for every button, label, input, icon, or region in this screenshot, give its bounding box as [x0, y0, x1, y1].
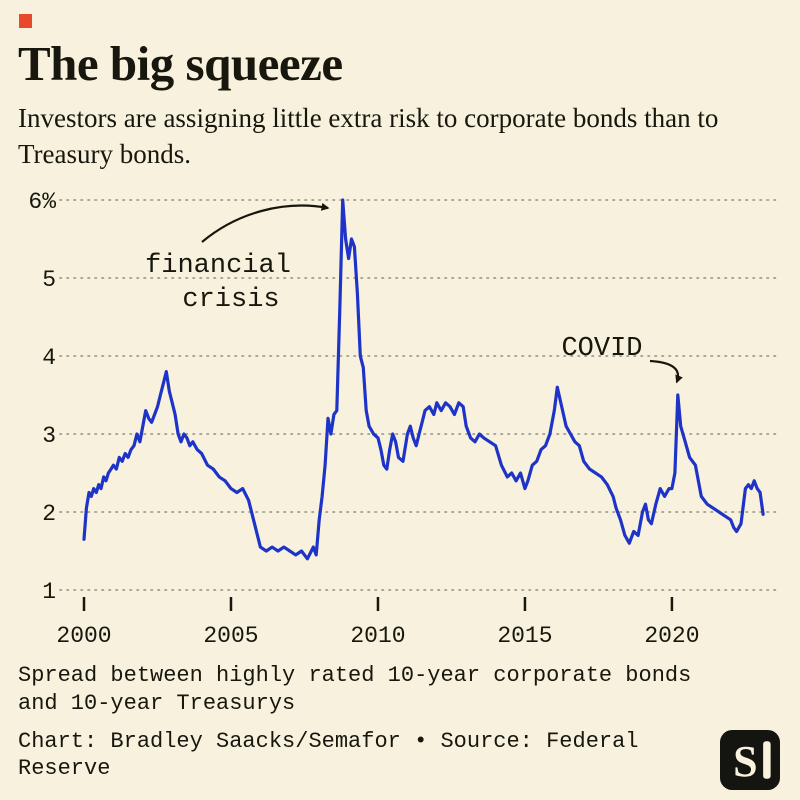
x-axis-label-2020: 2020	[644, 623, 699, 649]
x-axis-label-2000: 2000	[56, 623, 111, 649]
semafor-logo: S	[720, 729, 780, 790]
logo-letter: S	[733, 736, 758, 785]
y-axis-label-5: 5	[42, 267, 56, 293]
spread-series-line	[82, 198, 765, 561]
x-axis-label-2010: 2010	[350, 623, 405, 649]
page-subtitle: Investors are assigning little extra ris…	[18, 103, 719, 169]
logo-bar	[763, 740, 771, 779]
accent-mark	[19, 14, 32, 28]
chart-footnote: Spread between highly rated 10-year corp…	[18, 662, 692, 716]
chart-credit: Chart: Bradley Saacks/Semafor • Source: …	[18, 728, 639, 782]
page-title: The big squeeze	[18, 36, 343, 91]
y-axis-label-2: 2	[42, 501, 56, 527]
annotation-covid: COVID	[561, 334, 642, 364]
semafor-logo-mark: S	[720, 729, 780, 790]
x-axis-label-2015: 2015	[497, 623, 552, 649]
credit-row: Chart: Bradley Saacks/Semafor • Source: …	[18, 728, 780, 790]
covid-arrow	[649, 359, 683, 384]
y-axis-label-1: 1	[42, 579, 56, 605]
y-axis-label-4: 4	[42, 345, 56, 371]
annotation-financial-crisis-line2: crisis	[182, 285, 279, 315]
x-axis-label-2005: 2005	[203, 623, 258, 649]
financial-crisis-arrow	[201, 202, 330, 243]
y-axis-label-3: 3	[42, 423, 56, 449]
annotation-financial-crisis-line1: financial	[145, 251, 291, 281]
spread-line-chart: 1 2 3 4 5 6% 2000 2005 2010 2015 2020 financial cris…	[28, 189, 779, 649]
y-axis-label-6: 6%	[28, 189, 56, 215]
